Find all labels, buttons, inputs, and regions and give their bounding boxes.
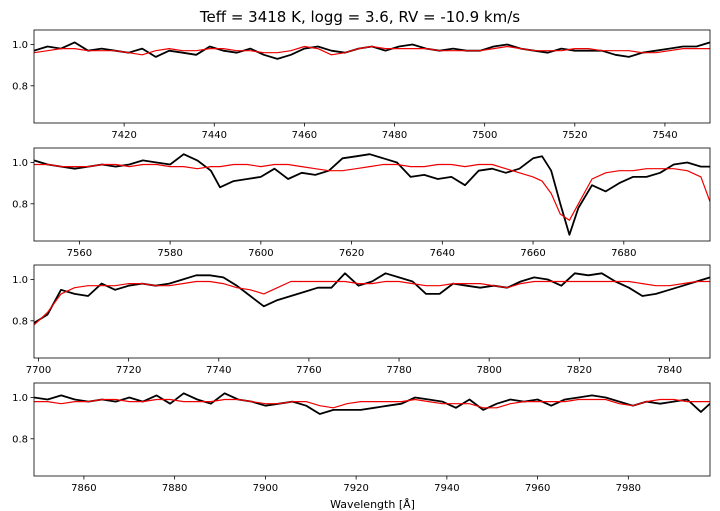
y-tick-label: 1.0 [12,393,28,404]
x-tick-label: 7560 [67,248,92,259]
panel-3: 7700 7720 7740 7760 7780 7800 7820 7840 0.8 1.0 [12,264,711,376]
x-tick-label: 7920 [343,483,368,494]
observed-spectrum-line-2 [34,153,710,236]
x-tick-label: 7960 [525,483,550,494]
x-tick-label: 7480 [382,130,407,141]
y-tick-label: 0.8 [12,81,28,92]
x-tick-label: 7880 [162,483,187,494]
y-tick-label: 1.0 [12,158,28,169]
panel-3-frame [33,264,711,359]
x-tick-label: 7780 [386,365,411,376]
panel-4-frame [33,382,711,477]
x-tick-label: 7600 [248,248,273,259]
observed-spectrum-line-3 [34,272,710,324]
x-tick-label: 7580 [157,248,182,259]
y-tick-label: 1.0 [12,275,28,286]
panel-2-frame [33,147,711,242]
panel-2-lines [34,153,710,236]
x-tick-label: 7500 [472,130,497,141]
panel-1-lines [34,41,710,60]
model-spectrum-line-2 [34,163,710,221]
model-spectrum-line-3 [34,280,710,326]
x-tick-label: 7680 [611,248,636,259]
chart-title: Teff = 3418 K, logg = 3.6, RV = -10.9 km… [199,8,521,26]
x-tick-label: 7420 [111,130,136,141]
y-tick-label: 0.8 [12,434,28,445]
panel-1-frame [33,29,711,124]
x-tick-label: 7840 [657,365,682,376]
x-tick-label: 7900 [253,483,278,494]
x-tick-label: 7820 [567,365,592,376]
model-spectrum-line-4 [34,398,710,409]
x-tick-label: 7520 [562,130,587,141]
x-tick-label: 7460 [292,130,317,141]
x-tick-label: 7640 [430,248,455,259]
y-tick-label: 0.8 [12,316,28,327]
model-spectrum-line-1 [34,45,710,56]
panel-2: 7560 7580 7600 7620 7640 7660 7680 0.8 1.0 [12,147,711,259]
x-tick-label: 7940 [434,483,459,494]
panel-1: 7420 7440 7460 7480 7500 7520 7540 0.8 1.0 [12,29,711,141]
x-tick-label: 7440 [202,130,227,141]
x-tick-label: 7620 [339,248,364,259]
observed-spectrum-line-4 [34,392,710,415]
x-axis-label: Wavelength [Å] [330,498,415,511]
panel-4-lines [34,392,710,415]
panel-3-lines [34,272,710,326]
x-tick-label: 7660 [520,248,545,259]
x-tick-label: 7800 [476,365,501,376]
x-tick-label: 7700 [26,365,51,376]
x-tick-label: 7760 [296,365,321,376]
x-tick-label: 7980 [616,483,641,494]
y-tick-label: 1.0 [12,40,28,51]
x-tick-label: 7860 [71,483,96,494]
x-tick-label: 7720 [116,365,141,376]
panel-4: 7860 7880 7900 7920 7940 7960 7980 0.8 1.0 [12,382,711,494]
x-tick-label: 7740 [206,365,231,376]
x-tick-label: 7540 [652,130,677,141]
y-tick-label: 0.8 [12,199,28,210]
